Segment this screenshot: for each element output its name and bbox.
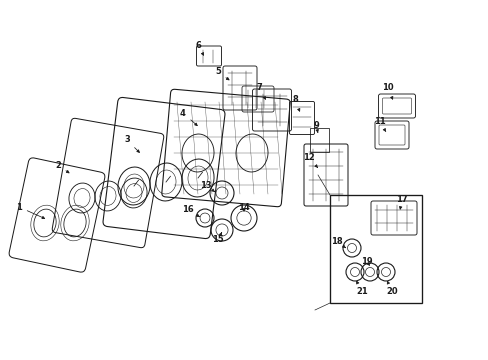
Text: 3: 3 — [124, 135, 139, 152]
Text: 7: 7 — [256, 84, 265, 99]
Text: 6: 6 — [195, 40, 203, 55]
Text: 4: 4 — [180, 108, 197, 126]
Text: 19: 19 — [361, 257, 372, 266]
Text: 5: 5 — [215, 68, 228, 80]
Text: 1: 1 — [16, 202, 44, 219]
Text: 17: 17 — [395, 195, 407, 209]
Text: 20: 20 — [386, 281, 397, 297]
Text: 13: 13 — [200, 180, 214, 192]
Text: 10: 10 — [382, 84, 393, 99]
Bar — [329, 195, 421, 303]
Text: 15: 15 — [212, 233, 224, 244]
Text: 8: 8 — [291, 95, 299, 111]
Text: 18: 18 — [330, 238, 345, 248]
Text: 16: 16 — [182, 206, 199, 217]
Text: 2: 2 — [55, 161, 69, 173]
Text: 12: 12 — [303, 153, 317, 167]
Text: 14: 14 — [238, 202, 249, 211]
Text: 9: 9 — [312, 121, 318, 132]
Text: 21: 21 — [355, 281, 367, 297]
Text: 11: 11 — [373, 117, 385, 132]
